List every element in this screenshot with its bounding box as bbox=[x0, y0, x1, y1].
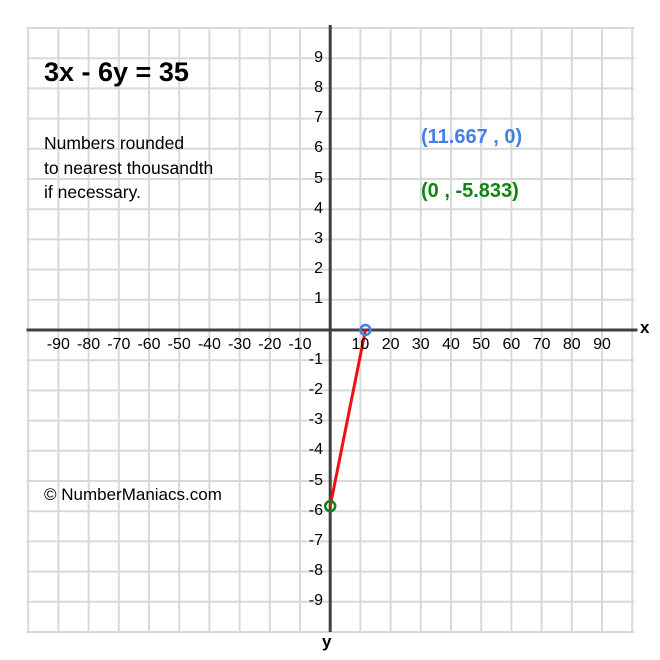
x-tick-label: -80 bbox=[77, 336, 101, 353]
x-tick-label: -50 bbox=[167, 336, 191, 353]
x-tick-label: -20 bbox=[258, 336, 282, 353]
y-tick-label: 9 bbox=[314, 48, 323, 66]
y-tick-label: 2 bbox=[314, 260, 323, 278]
x-tick-label: 90 bbox=[593, 336, 611, 353]
rounding-note-line3: if necessary. bbox=[44, 182, 141, 202]
x-tick-label: 80 bbox=[562, 336, 581, 353]
y-tick-label: -2 bbox=[308, 380, 323, 398]
y-tick-label: -3 bbox=[308, 411, 323, 429]
y-tick-label: 7 bbox=[314, 109, 323, 127]
x-tick-label: -90 bbox=[46, 336, 70, 353]
y-tick-label: -8 bbox=[308, 562, 323, 580]
x-tick-label: 60 bbox=[502, 336, 521, 353]
y-intercept-point bbox=[323, 499, 337, 513]
y-tick-label: 8 bbox=[314, 78, 323, 96]
x-tick-label: -30 bbox=[228, 336, 252, 353]
y-tick-label: 5 bbox=[314, 169, 323, 187]
x-tick-label: 30 bbox=[411, 336, 430, 353]
x-intercept-label: (11.667 , 0) bbox=[421, 126, 523, 148]
y-tick-label: -1 bbox=[308, 350, 323, 368]
y-axis-letter: y bbox=[322, 632, 332, 651]
x-tick-label: -60 bbox=[137, 336, 161, 353]
equation-title: 3x - 6y = 35 bbox=[44, 57, 189, 87]
y-tick-label: -6 bbox=[308, 501, 323, 519]
x-tick-label: -10 bbox=[288, 336, 312, 353]
y-tick-label: 3 bbox=[314, 229, 323, 247]
rounding-note: Numbers rounded to nearest thousandth if… bbox=[44, 131, 274, 205]
x-intercept-point bbox=[359, 323, 372, 337]
x-tick-label: 50 bbox=[472, 336, 491, 353]
y-intercept-label: (0 , -5.833) bbox=[421, 180, 519, 202]
x-axis-letter: x bbox=[640, 318, 650, 337]
y-tick-label: 6 bbox=[314, 139, 323, 157]
y-tick-label: -5 bbox=[308, 471, 323, 489]
x-tick-label: 20 bbox=[381, 336, 400, 353]
x-tick-label: -40 bbox=[197, 336, 221, 353]
y-tick-label: -4 bbox=[308, 441, 323, 459]
x-tick-label: 40 bbox=[442, 336, 460, 353]
watermark-text: © NumberManiacs.com bbox=[44, 485, 222, 504]
y-tick-label: -7 bbox=[308, 531, 323, 549]
x-tick-label: -70 bbox=[107, 336, 131, 353]
x-tick-label: 70 bbox=[532, 336, 551, 353]
rounding-note-line1: Numbers rounded bbox=[44, 133, 185, 153]
y-tick-label: 4 bbox=[314, 199, 323, 217]
rounding-note-line2: to nearest thousandth bbox=[44, 157, 214, 178]
y-tick-label: 1 bbox=[314, 290, 323, 308]
y-tick-label: -9 bbox=[308, 592, 323, 610]
x-tick-label: 10 bbox=[351, 336, 370, 353]
